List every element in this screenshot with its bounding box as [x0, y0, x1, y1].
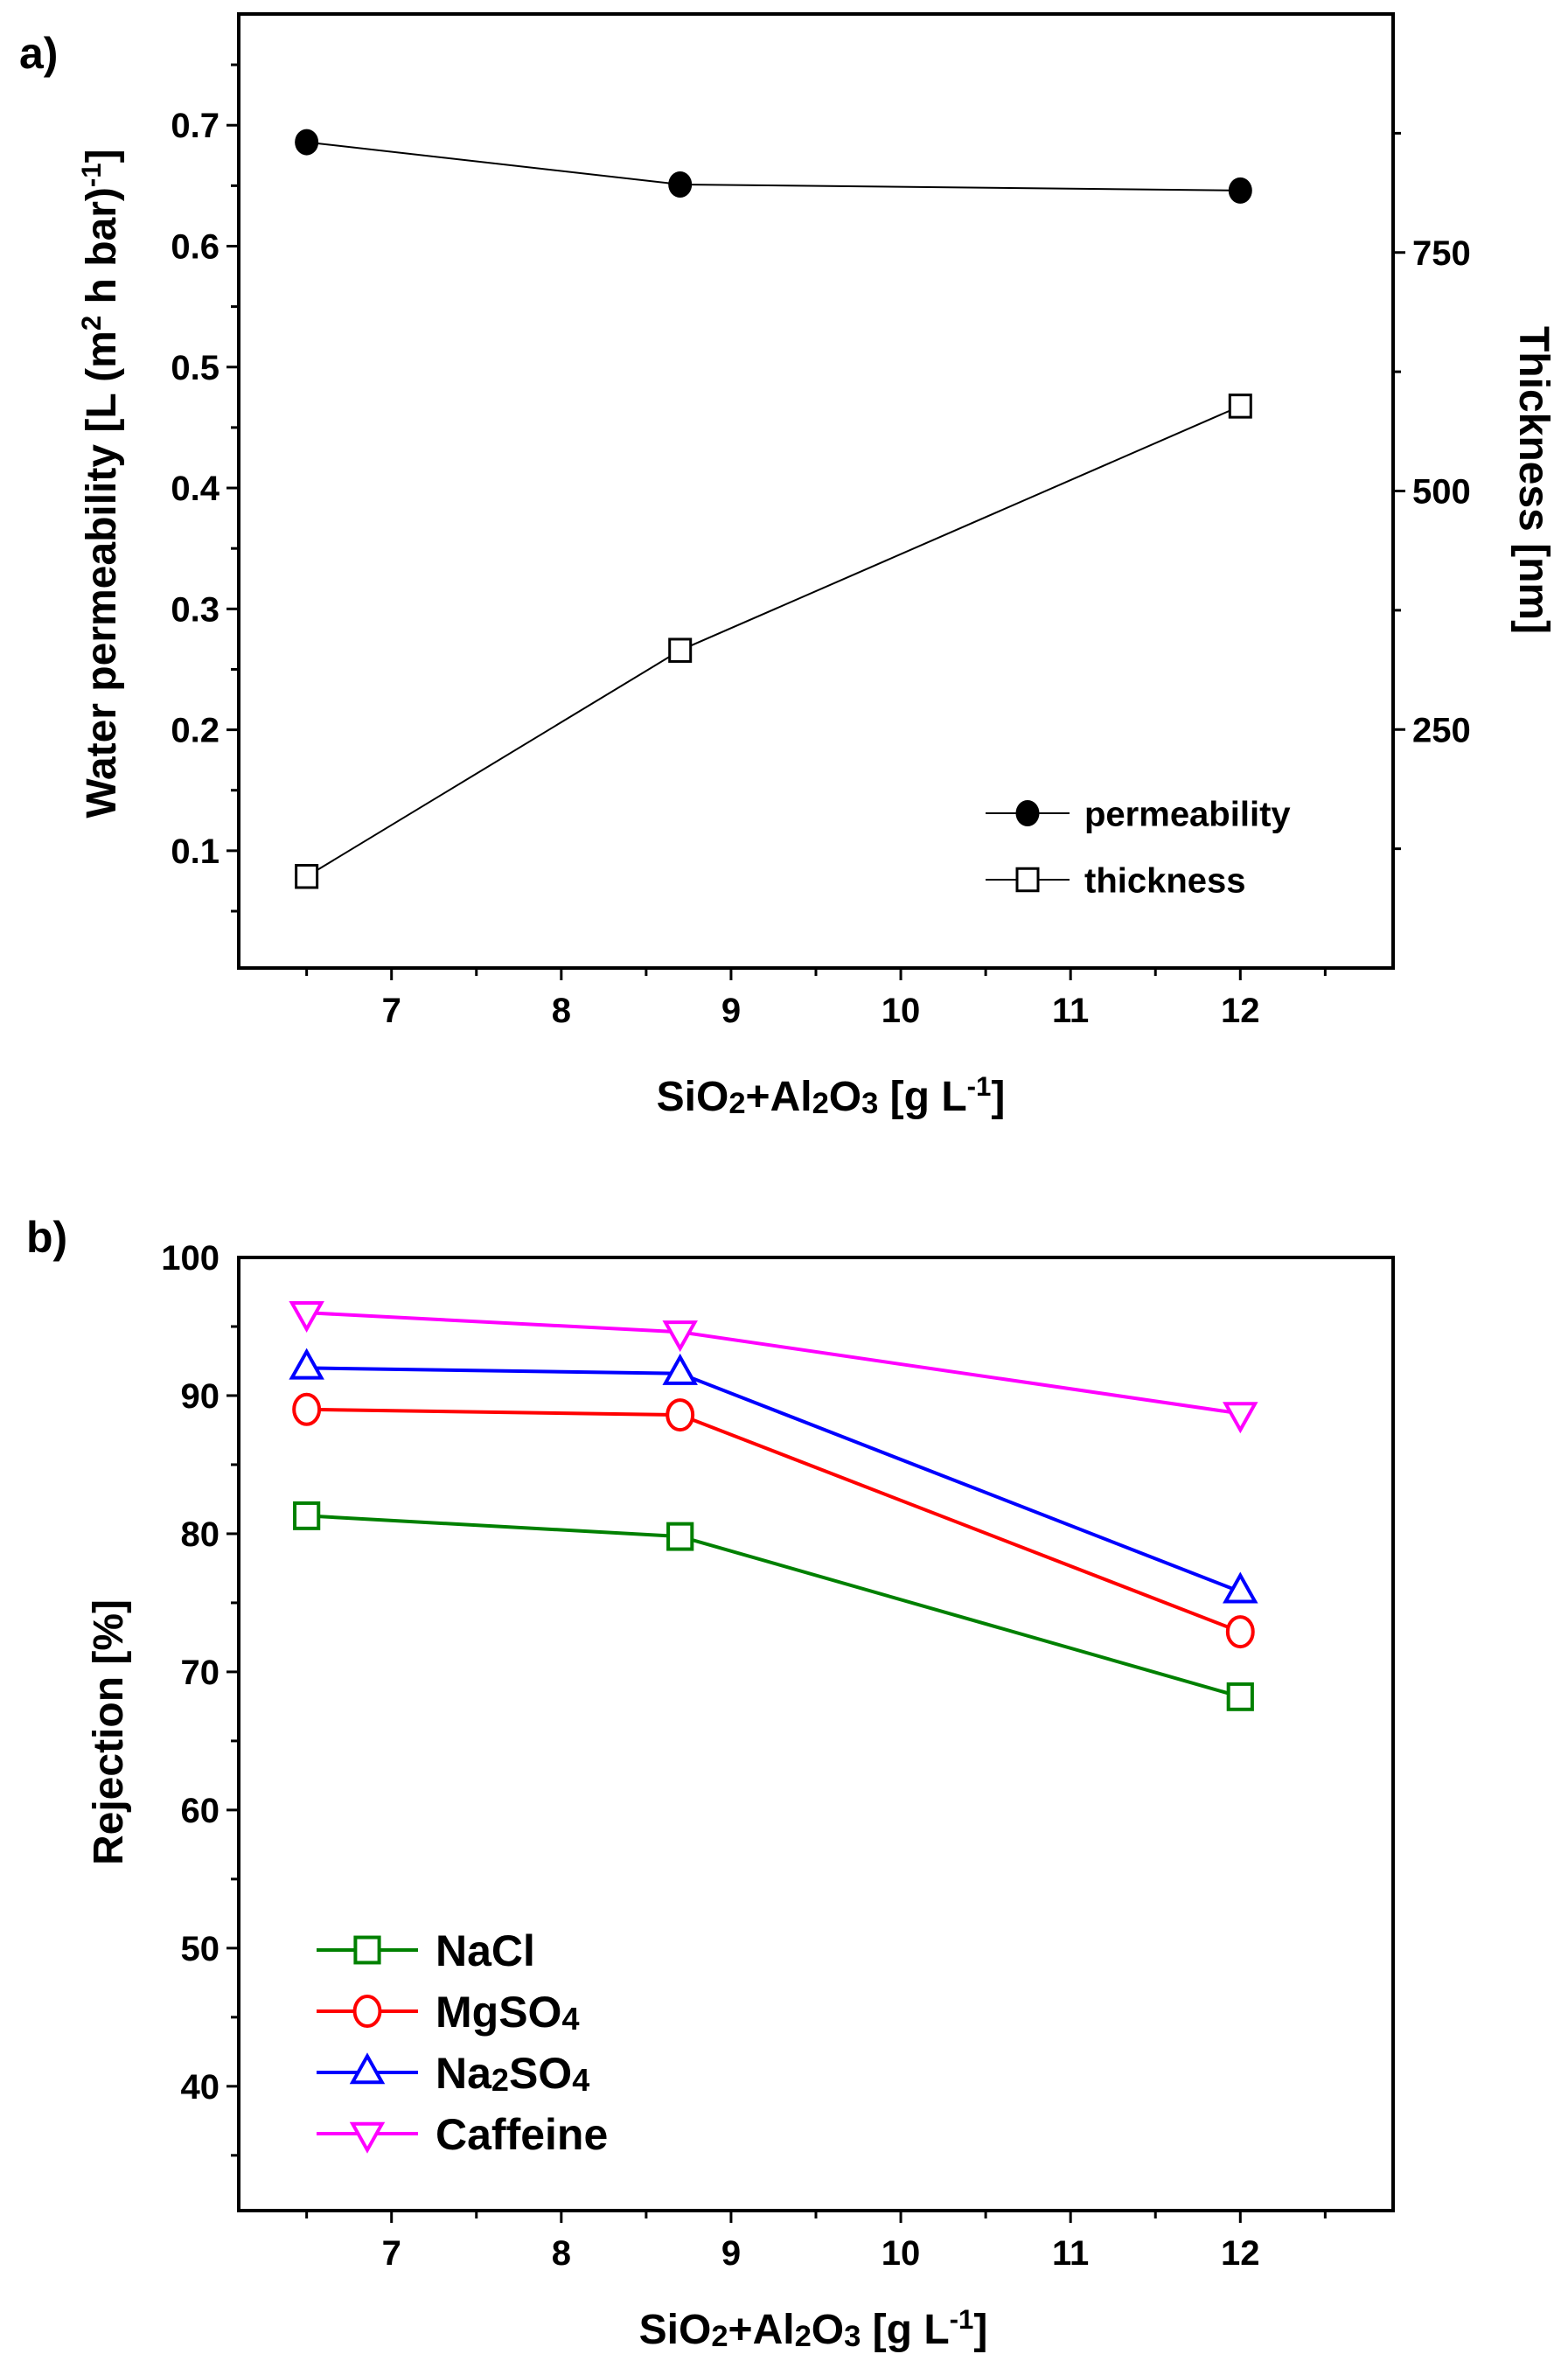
series-line — [306, 1311, 1241, 1416]
legend-item: NaCl — [317, 1926, 535, 1975]
y-tick-label: 0.6 — [171, 227, 220, 266]
x-tick-label: 12 — [1221, 2234, 1260, 2273]
data-point — [1228, 394, 1252, 419]
series-mgso4 — [292, 1392, 1255, 1649]
y-tick-label: 90 — [181, 1377, 220, 1416]
x-tick-label: 10 — [882, 992, 921, 1030]
series-line — [306, 1514, 1241, 1699]
y-tick-label: 0.7 — [171, 107, 220, 145]
legend-item: Caffeine — [317, 2110, 608, 2159]
y-tick-label: 0.1 — [171, 832, 220, 871]
x-axis-title: SiO2+Al2O3 [g L-1] — [657, 1071, 1006, 1121]
y-tick-label: 0.3 — [171, 590, 220, 629]
series-nacl — [293, 1501, 1254, 1711]
data-point — [666, 1398, 695, 1432]
y-tick-label: 0.4 — [171, 470, 220, 508]
y-tick-label: 80 — [181, 1515, 220, 1554]
x-tick-label: 9 — [721, 992, 741, 1030]
y-tick-label: 100 — [161, 1239, 220, 1278]
panel-label: a) — [19, 29, 58, 78]
legend-item: MgSO4 — [317, 1988, 579, 2037]
y-right-tick-label: 500 — [1412, 473, 1471, 512]
data-point — [295, 129, 319, 156]
x-tick-label: 10 — [882, 2234, 921, 2273]
legend-marker — [349, 2052, 386, 2085]
legend-label: Caffeine — [436, 2110, 608, 2159]
legend-marker — [1015, 867, 1040, 893]
series-line — [306, 1366, 1242, 1594]
x-tick-label: 7 — [382, 992, 401, 1030]
y-axis-right-title: Thickness [nm] — [1510, 326, 1557, 634]
legend-item: Na2SO4 — [317, 2049, 589, 2098]
data-point — [1225, 1615, 1255, 1649]
data-point — [1223, 1571, 1258, 1604]
series-permeability — [295, 129, 1252, 204]
y-tick-label: 40 — [181, 2068, 220, 2107]
series-na2so4 — [289, 1348, 1258, 1604]
legend-label: permeability — [1084, 795, 1291, 833]
data-point — [1228, 177, 1252, 204]
data-point — [293, 1501, 321, 1530]
data-point — [668, 637, 693, 663]
y-tick-label: 0.2 — [171, 712, 220, 750]
y-axis-title: Rejection [%] — [86, 1599, 132, 1865]
data-point — [668, 171, 693, 198]
y-right-tick-label: 250 — [1412, 711, 1471, 749]
data-point — [666, 1522, 694, 1551]
x-tick-label: 11 — [1052, 992, 1089, 1030]
legend-label: thickness — [1084, 861, 1246, 900]
legend-marker — [1015, 800, 1040, 826]
x-axis-title: SiO2+Al2O3 [g L-1] — [639, 2304, 988, 2354]
legend-item: permeability — [986, 795, 1291, 833]
panel-label: b) — [26, 1213, 67, 1262]
plot-frame — [237, 1256, 1395, 2212]
legend-label: Na2SO4 — [436, 2049, 589, 2098]
legend-marker — [352, 1995, 382, 2028]
series-line — [306, 1407, 1242, 1633]
data-point — [1223, 1402, 1258, 1434]
y-tick-label: 70 — [181, 1654, 220, 1692]
x-tick-label: 11 — [1052, 2234, 1089, 2273]
legend-item: thickness — [986, 861, 1246, 900]
panel-b-rejection: b) 7 8 9 10 11 12 40 50 60 70 80 90 100 SiO2+Al2O3 [g … — [26, 1213, 1395, 2354]
panel-a-permeability-thickness: a) 7 8 9 10 11 12 0.1 0.2 0.3 0.4 0.5 0.6 0.7 250 500 75… — [19, 12, 1557, 1121]
data-point — [295, 864, 319, 889]
legend-label: NaCl — [436, 1926, 535, 1975]
y-right-tick-label: 750 — [1412, 234, 1471, 273]
series-thickness — [295, 394, 1252, 889]
data-point — [662, 1353, 698, 1385]
data-point — [289, 1348, 324, 1380]
x-tick-label: 8 — [552, 2234, 571, 2273]
y-tick-label: 0.5 — [171, 349, 220, 387]
x-tick-label: 7 — [382, 2234, 401, 2273]
data-point — [289, 1300, 324, 1333]
data-point — [662, 1320, 698, 1353]
x-tick-label: 8 — [552, 992, 571, 1030]
legend-marker — [349, 2121, 386, 2154]
series-caffeine — [289, 1300, 1258, 1434]
legend-label: MgSO4 — [436, 1988, 579, 2037]
data-point — [1226, 1682, 1254, 1711]
series-line — [306, 141, 1241, 192]
legend-marker — [353, 1935, 381, 1965]
y-tick-label: 60 — [181, 1792, 220, 1830]
y-tick-label: 50 — [181, 1930, 220, 1968]
y-axis-title: Water permeability [L (m2 h bar)-1] — [76, 149, 126, 818]
x-tick-label: 9 — [721, 2234, 741, 2273]
data-point — [292, 1392, 322, 1426]
x-tick-label: 12 — [1221, 992, 1260, 1030]
